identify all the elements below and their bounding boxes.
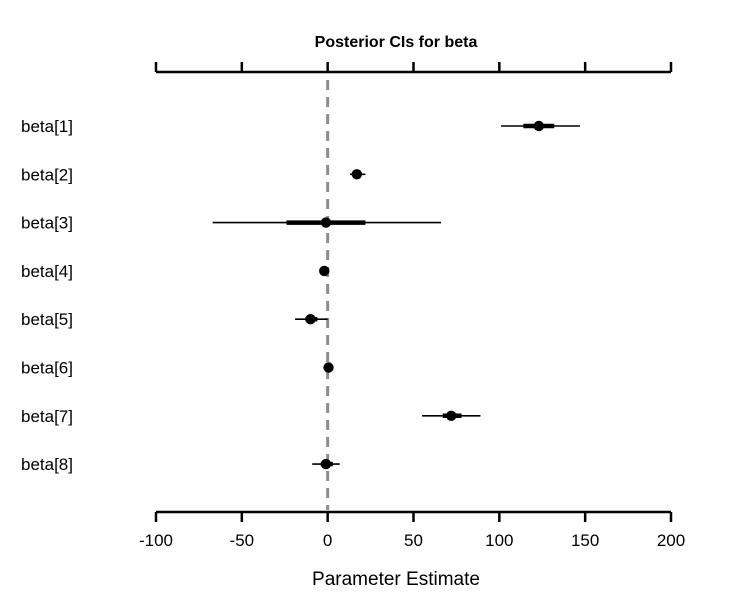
parameter-row: beta[3] (21, 214, 441, 233)
point-estimate (305, 314, 316, 325)
parameter-label: beta[4] (21, 262, 73, 281)
parameter-row: beta[4] (21, 262, 330, 281)
parameter-label: beta[3] (21, 214, 73, 233)
parameter-row: beta[8] (21, 455, 340, 474)
x-tick-label: 100 (485, 531, 513, 550)
x-tick-label: -100 (139, 531, 173, 550)
parameter-label: beta[2] (21, 165, 73, 184)
parameter-rows: beta[1] beta[2] beta[3] beta[4] beta[5] beta[… (21, 117, 581, 474)
parameter-row: beta[7] (21, 407, 481, 426)
parameter-row: beta[5] (21, 310, 328, 329)
point-estimate (323, 362, 334, 373)
parameter-row: beta[6] (21, 359, 334, 378)
point-estimate (319, 265, 330, 277)
parameter-label: beta[8] (21, 455, 73, 474)
point-estimate (351, 169, 363, 180)
parameter-label: beta[5] (21, 310, 73, 329)
x-tick-label: 0 (323, 531, 332, 550)
x-axis-label: Parameter Estimate (312, 569, 480, 590)
x-tick-label: 150 (571, 531, 599, 550)
point-estimate (533, 120, 545, 132)
point-estimate (320, 458, 332, 470)
point-estimate (446, 410, 457, 421)
parameter-label: beta[7] (21, 407, 73, 426)
parameter-row: beta[2] (21, 165, 366, 184)
bottom-axis (154, 510, 673, 522)
x-tick-label: 50 (404, 531, 423, 550)
x-tick-labels: -100 -50 0 50 100 150 200 (139, 531, 685, 550)
point-estimate (320, 217, 332, 228)
chart-title: Posterior CIs for beta (315, 34, 478, 51)
x-tick-label: 200 (657, 531, 685, 550)
parameter-label: beta[6] (21, 359, 73, 378)
top-axis (154, 62, 673, 74)
x-tick-label: -50 (230, 531, 255, 550)
parameter-label: beta[1] (21, 117, 73, 136)
parameter-row: beta[1] (21, 117, 581, 136)
